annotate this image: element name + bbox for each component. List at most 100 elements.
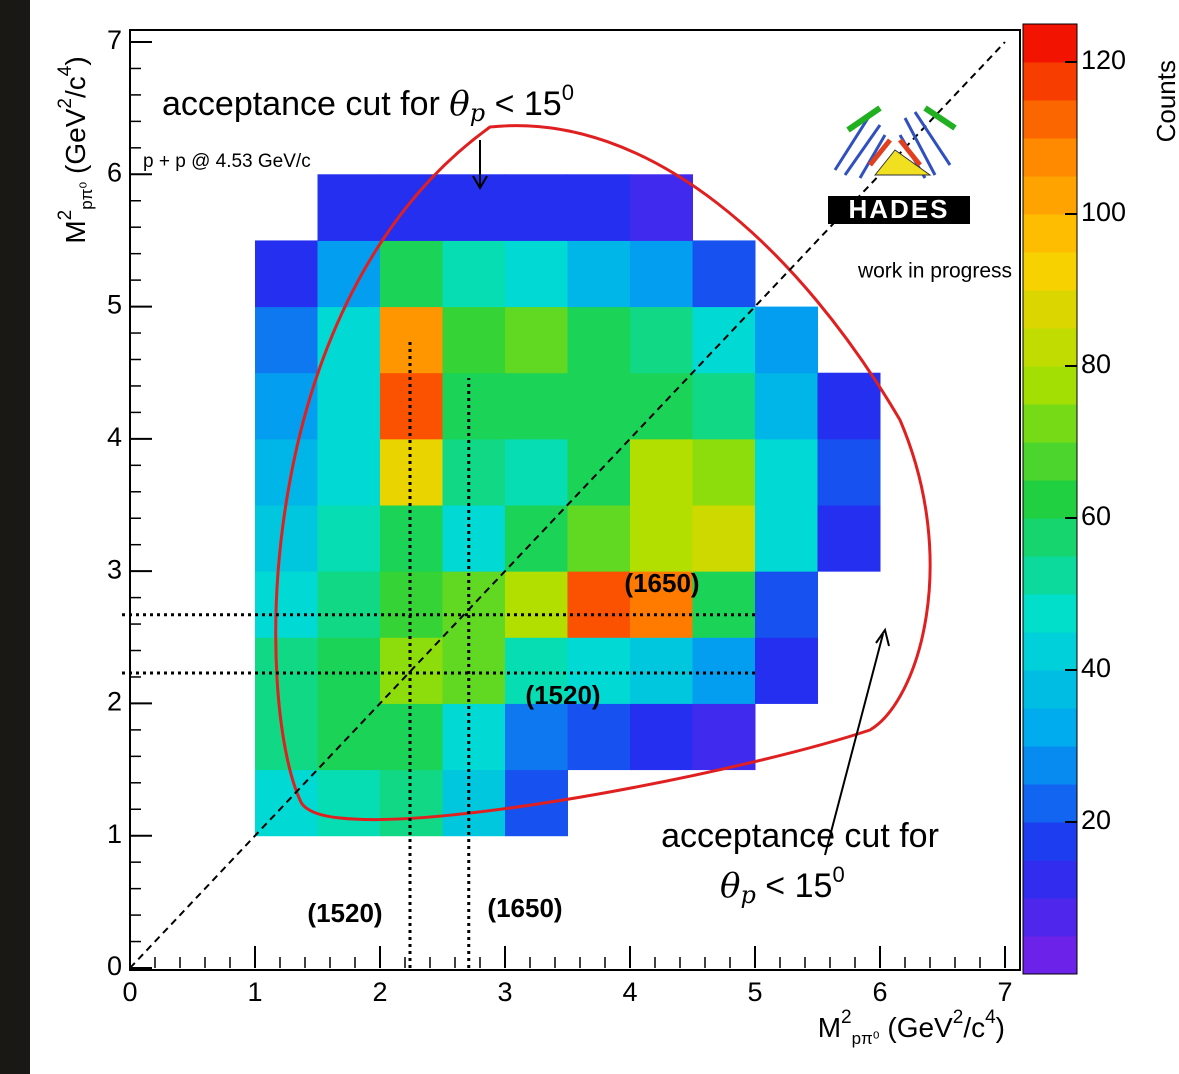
annotation: acceptance cut for θp < 150 bbox=[162, 80, 574, 127]
reference-label: (1650) bbox=[487, 893, 562, 923]
axis-label-part: (GeV bbox=[60, 108, 91, 181]
colorbar-step bbox=[1023, 746, 1077, 785]
cell bbox=[317, 306, 381, 374]
cell bbox=[692, 372, 756, 440]
cell bbox=[755, 306, 818, 374]
colorbar-step bbox=[1023, 404, 1077, 443]
annotation: acceptance cut for bbox=[661, 817, 939, 855]
annotation-lead: acceptance cut for bbox=[162, 85, 449, 123]
colorbar-step bbox=[1023, 442, 1077, 481]
cell bbox=[505, 174, 568, 241]
colorbar-step bbox=[1023, 290, 1077, 329]
cell bbox=[255, 571, 318, 638]
cell bbox=[255, 505, 318, 572]
cell bbox=[692, 240, 756, 308]
colorbar: 20 40 60 80 100 120 bbox=[1022, 23, 1126, 975]
x-tick-label: 6 bbox=[872, 977, 887, 1007]
cell bbox=[505, 438, 568, 506]
cell bbox=[692, 703, 756, 771]
y-tick-label: 7 bbox=[107, 25, 122, 55]
annotation-tail: < 15 bbox=[756, 867, 833, 905]
colorbar-step bbox=[1023, 556, 1077, 595]
colorbar-frame bbox=[1022, 23, 1078, 975]
colorbar-step bbox=[1023, 594, 1077, 633]
y-axis-label: M2pπ⁰ (GeV2/c4) bbox=[55, 56, 96, 243]
cell bbox=[317, 372, 381, 440]
cell bbox=[442, 306, 506, 374]
cell bbox=[255, 306, 318, 374]
cell bbox=[567, 372, 631, 440]
cell bbox=[630, 571, 693, 638]
logo-box bbox=[828, 196, 970, 224]
colorbar-step bbox=[1023, 100, 1077, 139]
cell bbox=[755, 637, 818, 704]
cell bbox=[630, 306, 693, 374]
cell bbox=[505, 240, 568, 308]
colorbar-tick-label: 40 bbox=[1081, 653, 1111, 683]
cell bbox=[442, 637, 506, 704]
colorbar-tick-label: 80 bbox=[1081, 349, 1111, 379]
colorbar-step bbox=[1023, 898, 1077, 937]
axis-label-part: ) bbox=[996, 1012, 1005, 1043]
colorbar-step bbox=[1023, 214, 1077, 253]
axis-label-part: pπ⁰ bbox=[77, 182, 96, 210]
cell bbox=[317, 438, 381, 506]
cell bbox=[255, 240, 318, 308]
logo: HADES bbox=[828, 105, 970, 224]
cell bbox=[442, 769, 506, 837]
arrow-head bbox=[472, 175, 488, 190]
cell bbox=[380, 240, 443, 308]
arrow bbox=[824, 633, 884, 856]
cell bbox=[380, 306, 443, 374]
x-tick-label: 4 bbox=[622, 977, 637, 1007]
annotation-sub: p bbox=[740, 881, 755, 909]
logo-text: HADES bbox=[848, 194, 949, 224]
x-tick-label: 1 bbox=[247, 977, 262, 1007]
cell bbox=[317, 571, 381, 638]
cell bbox=[755, 438, 818, 506]
cell bbox=[755, 571, 818, 638]
cell bbox=[692, 571, 756, 638]
logo-red bbox=[868, 138, 922, 167]
cell bbox=[755, 505, 818, 572]
y-tick-label: 1 bbox=[107, 819, 122, 849]
x-tick-label: 2 bbox=[372, 977, 387, 1007]
cell bbox=[567, 571, 631, 638]
colorbar-step bbox=[1023, 708, 1077, 747]
axis-label-part: 2 bbox=[55, 210, 76, 221]
axis-label-part: pπ⁰ bbox=[852, 1029, 880, 1048]
cell bbox=[817, 438, 881, 506]
cell bbox=[567, 637, 631, 704]
cell bbox=[442, 438, 506, 506]
annotation-tail: < 15 bbox=[485, 85, 562, 123]
logo-yellow bbox=[873, 149, 932, 176]
axis-label-part: 4 bbox=[55, 65, 76, 76]
acceptance-curve bbox=[274, 124, 932, 822]
cell bbox=[817, 372, 881, 440]
y-tick-label: 5 bbox=[107, 290, 122, 320]
colorbar-tick-label: 20 bbox=[1081, 805, 1111, 835]
cell bbox=[630, 703, 693, 771]
cell bbox=[317, 637, 381, 704]
x-tick-label: 7 bbox=[997, 977, 1012, 1007]
axis-label-part: /c bbox=[60, 76, 91, 98]
cell bbox=[505, 306, 568, 374]
cell bbox=[692, 637, 756, 704]
cell bbox=[567, 505, 631, 572]
logo-green bbox=[846, 105, 957, 133]
cell bbox=[630, 174, 693, 241]
axis-label-part: M bbox=[60, 220, 91, 243]
axis-label-part: 2 bbox=[55, 98, 76, 109]
axis-label-part: M bbox=[818, 1012, 841, 1043]
cell bbox=[505, 372, 568, 440]
colorbar-step bbox=[1023, 632, 1077, 671]
colorbar-label: Counts bbox=[1151, 60, 1179, 142]
colorbar-step bbox=[1023, 518, 1077, 557]
reference-label: (1650) bbox=[624, 568, 699, 598]
x-axis-label: M2pπ⁰ (GeV2/c4) bbox=[818, 1007, 1005, 1048]
cell bbox=[630, 637, 693, 704]
cell bbox=[630, 505, 693, 572]
axis-label-part: ) bbox=[60, 56, 91, 65]
cell bbox=[442, 703, 506, 771]
